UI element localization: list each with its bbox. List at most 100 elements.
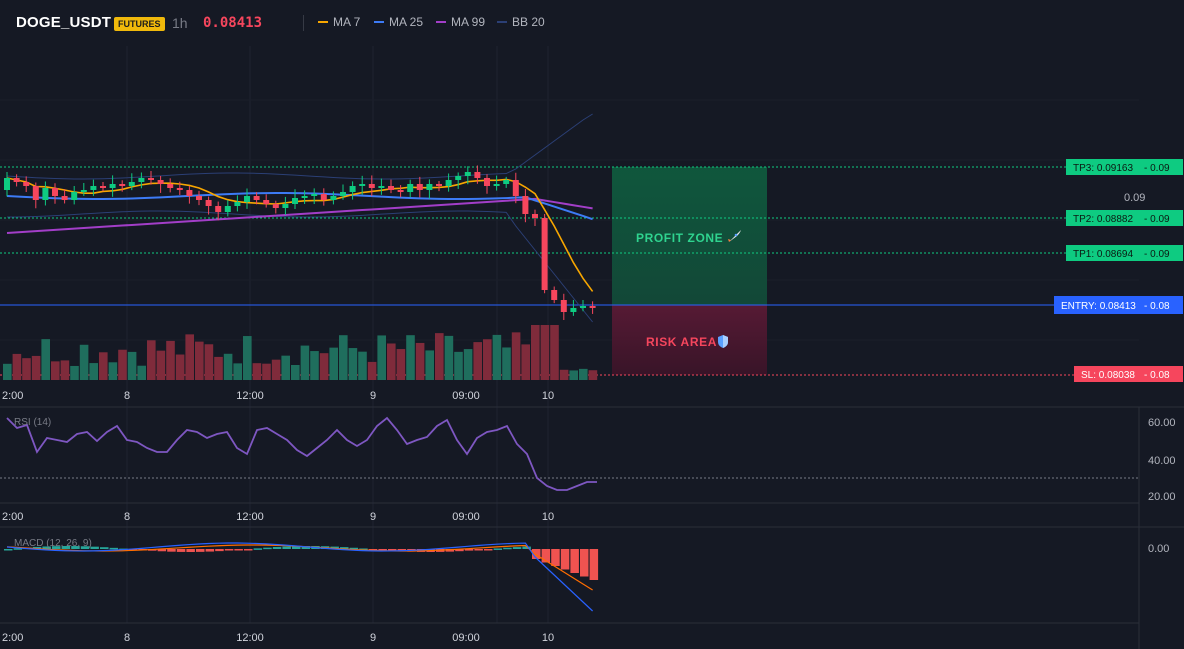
- volume-bar: [444, 335, 454, 380]
- rsi-axis-label: 60.00: [1148, 417, 1176, 429]
- entry-tag-label: ENTRY: 0.08413: [1061, 301, 1136, 312]
- ma99-swatch: [436, 21, 446, 23]
- candlesticks[interactable]: [4, 165, 596, 320]
- legend-label: MA 99: [451, 15, 486, 29]
- candle-body: [532, 214, 538, 218]
- candle-body: [148, 178, 154, 180]
- macd-bar: [167, 549, 176, 552]
- candle-body: [368, 184, 375, 188]
- legend-ma7[interactable]: MA 7: [318, 15, 360, 29]
- candle-body: [426, 184, 433, 190]
- volume-bar: [358, 351, 367, 380]
- legend-label: MA 25: [389, 15, 424, 29]
- time-axis-label: 12:00: [236, 632, 264, 644]
- ma25-line: [6, 192, 593, 221]
- legend-label: MA 7: [333, 15, 361, 29]
- candle-body: [282, 204, 289, 208]
- macd-bar: [13, 548, 23, 550]
- sl-tag[interactable]: SL: 0.08038 - 0.08: [1074, 366, 1183, 382]
- profit-zone-label: PROFIT ZONE: [636, 231, 723, 245]
- candle-body: [580, 306, 586, 308]
- grid-lines: [0, 46, 1139, 623]
- time-axis-label: 8: [124, 390, 130, 402]
- candle-body: [157, 180, 164, 184]
- interval-selector[interactable]: 1h: [172, 15, 188, 31]
- symbol-name[interactable]: DOGE_USDT: [16, 14, 112, 31]
- candle-body: [359, 184, 366, 186]
- tp2-tag-label: TP2: 0.08882: [1073, 214, 1133, 225]
- volume-bar: [521, 344, 530, 380]
- macd-histogram: [4, 542, 599, 612]
- volume-bar: [223, 353, 233, 380]
- volume-bar: [511, 332, 521, 380]
- time-axis-label: 8: [124, 511, 130, 523]
- macd-bar: [80, 546, 90, 549]
- volume-bar: [243, 336, 252, 380]
- volume-bar: [166, 340, 175, 380]
- time-axis-label: 10: [542, 390, 554, 402]
- legend-ma99[interactable]: MA 99: [436, 15, 485, 29]
- time-axis-label: 10: [542, 511, 554, 523]
- volume-bar: [118, 349, 127, 380]
- volume-bar: [262, 363, 271, 380]
- tp1-tag[interactable]: TP1: 0.08694 - 0.09: [1066, 245, 1183, 261]
- macd-bar: [128, 549, 138, 551]
- volume-bar: [281, 355, 290, 380]
- legend-bb20[interactable]: BB 20: [497, 15, 545, 29]
- time-axis-label: 10: [542, 632, 554, 644]
- candle-body: [196, 196, 202, 200]
- candle-body: [272, 204, 279, 208]
- volume-bar: [108, 362, 118, 380]
- macd-bar: [100, 547, 109, 549]
- candle-body: [244, 196, 250, 202]
- volume-bar: [367, 361, 377, 380]
- candle-body: [397, 190, 404, 192]
- candle-body: [551, 290, 558, 300]
- candle-body: [119, 184, 126, 186]
- candle-body: [167, 184, 174, 188]
- macd-line: [6, 542, 594, 612]
- candle-body: [493, 184, 500, 186]
- macd-bar: [282, 546, 291, 549]
- candle-body: [138, 178, 145, 182]
- rsi-axis-label: 20.00: [1148, 491, 1176, 503]
- time-axis-label: 8: [124, 632, 130, 644]
- volume-bar: [99, 352, 108, 380]
- sl-tag-label: SL: 0.08038: [1081, 370, 1135, 381]
- bb-lower-line: [6, 210, 593, 323]
- tp3-tag[interactable]: TP3: 0.09163 - 0.09: [1066, 159, 1183, 175]
- candle-body: [42, 188, 49, 200]
- legend-ma25[interactable]: MA 25: [374, 15, 423, 29]
- volume-bar: [22, 358, 31, 380]
- candle-body: [13, 178, 20, 182]
- candle-body: [109, 184, 116, 188]
- macd-bar: [52, 546, 61, 549]
- candle-body: [311, 194, 318, 196]
- macd-bar: [196, 549, 205, 552]
- profit-zone[interactable]: [612, 167, 767, 305]
- risk-area[interactable]: [612, 305, 767, 375]
- candle-body: [224, 206, 231, 212]
- candle-body: [253, 196, 260, 200]
- volume-bar: [79, 344, 89, 380]
- time-axis-label: 09:00: [452, 632, 480, 644]
- candle-body: [301, 196, 308, 198]
- volume-bar: [425, 350, 434, 380]
- rocket-icon: [728, 230, 741, 242]
- volume-bar: [377, 335, 386, 380]
- risk-area-label: RISK AREA: [646, 335, 717, 349]
- macd-bar: [493, 548, 503, 550]
- time-axis-label: 9: [370, 511, 376, 523]
- entry-tag[interactable]: ENTRY: 0.08413 - 0.08: [1054, 296, 1183, 314]
- volume-bar: [502, 347, 511, 380]
- macd-title: MACD (12, 26, 9): [14, 538, 92, 549]
- macd-bar: [589, 549, 599, 580]
- macd-bar: [445, 549, 455, 552]
- bollinger-bands: [6, 113, 593, 323]
- shield-icon: [718, 335, 728, 348]
- volume-bar: [31, 355, 41, 380]
- volume-bar: [531, 325, 540, 380]
- tp3-tag-axis: - 0.09: [1144, 163, 1170, 174]
- tp2-tag[interactable]: TP2: 0.08882 - 0.09: [1066, 210, 1183, 226]
